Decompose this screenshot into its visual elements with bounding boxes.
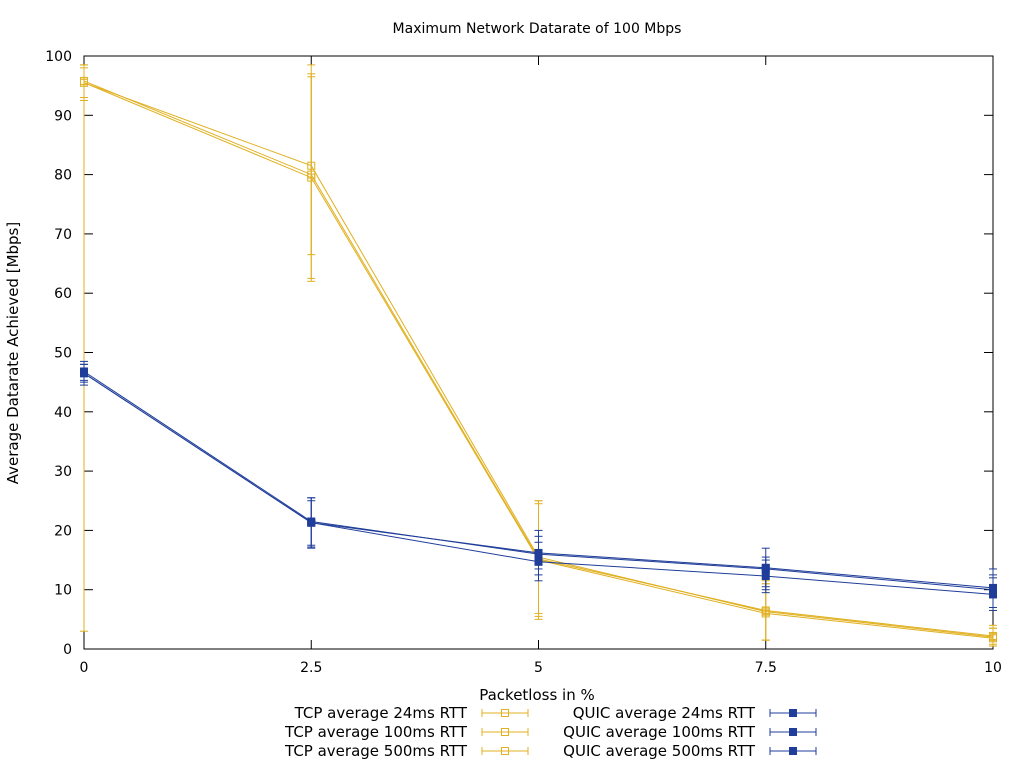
data-point — [989, 590, 997, 599]
legend-swatch-marker — [789, 728, 797, 736]
y-tick-label: 60 — [54, 286, 72, 302]
y-tick-label: 40 — [54, 405, 72, 421]
y-tick-label: 80 — [54, 168, 72, 184]
legend-swatch-marker — [501, 709, 509, 717]
y-axis-label: Average Datarate Achieved [Mbps] — [4, 222, 22, 484]
y-tick-label: 90 — [54, 108, 72, 124]
y-tick-label: 50 — [54, 346, 72, 362]
data-point — [80, 369, 88, 378]
data-point — [80, 78, 88, 87]
y-tick-label: 30 — [54, 464, 72, 480]
legend-label: TCP average 100ms RTT — [284, 723, 468, 741]
legend-label: QUIC average 24ms RTT — [573, 704, 756, 722]
series-layer — [80, 64, 997, 647]
y-tick-label: 20 — [54, 523, 72, 539]
x-tick-label: 5 — [534, 660, 543, 676]
data-point — [761, 609, 770, 618]
legend-swatch-marker — [501, 728, 509, 736]
x-axis-label: Packetloss in % — [479, 686, 595, 704]
x-tick-label: 10 — [984, 660, 1002, 676]
legend-swatch-marker — [789, 747, 797, 755]
axis-ticks: 0 10 20 30 40 50 60 70 80 90 100 0 2.5 5 7.5 10 — [45, 49, 1002, 676]
x-tick-label: 2.5 — [300, 660, 322, 676]
data-point — [307, 518, 316, 527]
x-tick-label: 7.5 — [755, 660, 777, 676]
data-point — [989, 634, 997, 643]
data-point — [761, 572, 770, 581]
legend-label: QUIC average 100ms RTT — [563, 723, 756, 741]
legend-swatch-marker — [789, 709, 797, 717]
legend-label: QUIC average 500ms RTT — [563, 742, 756, 760]
data-point — [307, 173, 316, 182]
data-point — [534, 557, 543, 566]
y-tick-label: 100 — [45, 49, 72, 65]
legend-swatch-marker — [501, 747, 509, 755]
chart-title: Maximum Network Datarate of 100 Mbps — [393, 21, 682, 37]
y-tick-label: 0 — [63, 642, 72, 658]
y-tick-label: 10 — [54, 583, 72, 599]
legend-label: TCP average 500ms RTT — [284, 742, 468, 760]
y-tick-label: 70 — [54, 227, 72, 243]
x-tick-label: 0 — [80, 660, 89, 676]
legend-label: TCP average 24ms RTT — [294, 704, 468, 722]
series-6 — [80, 363, 997, 611]
